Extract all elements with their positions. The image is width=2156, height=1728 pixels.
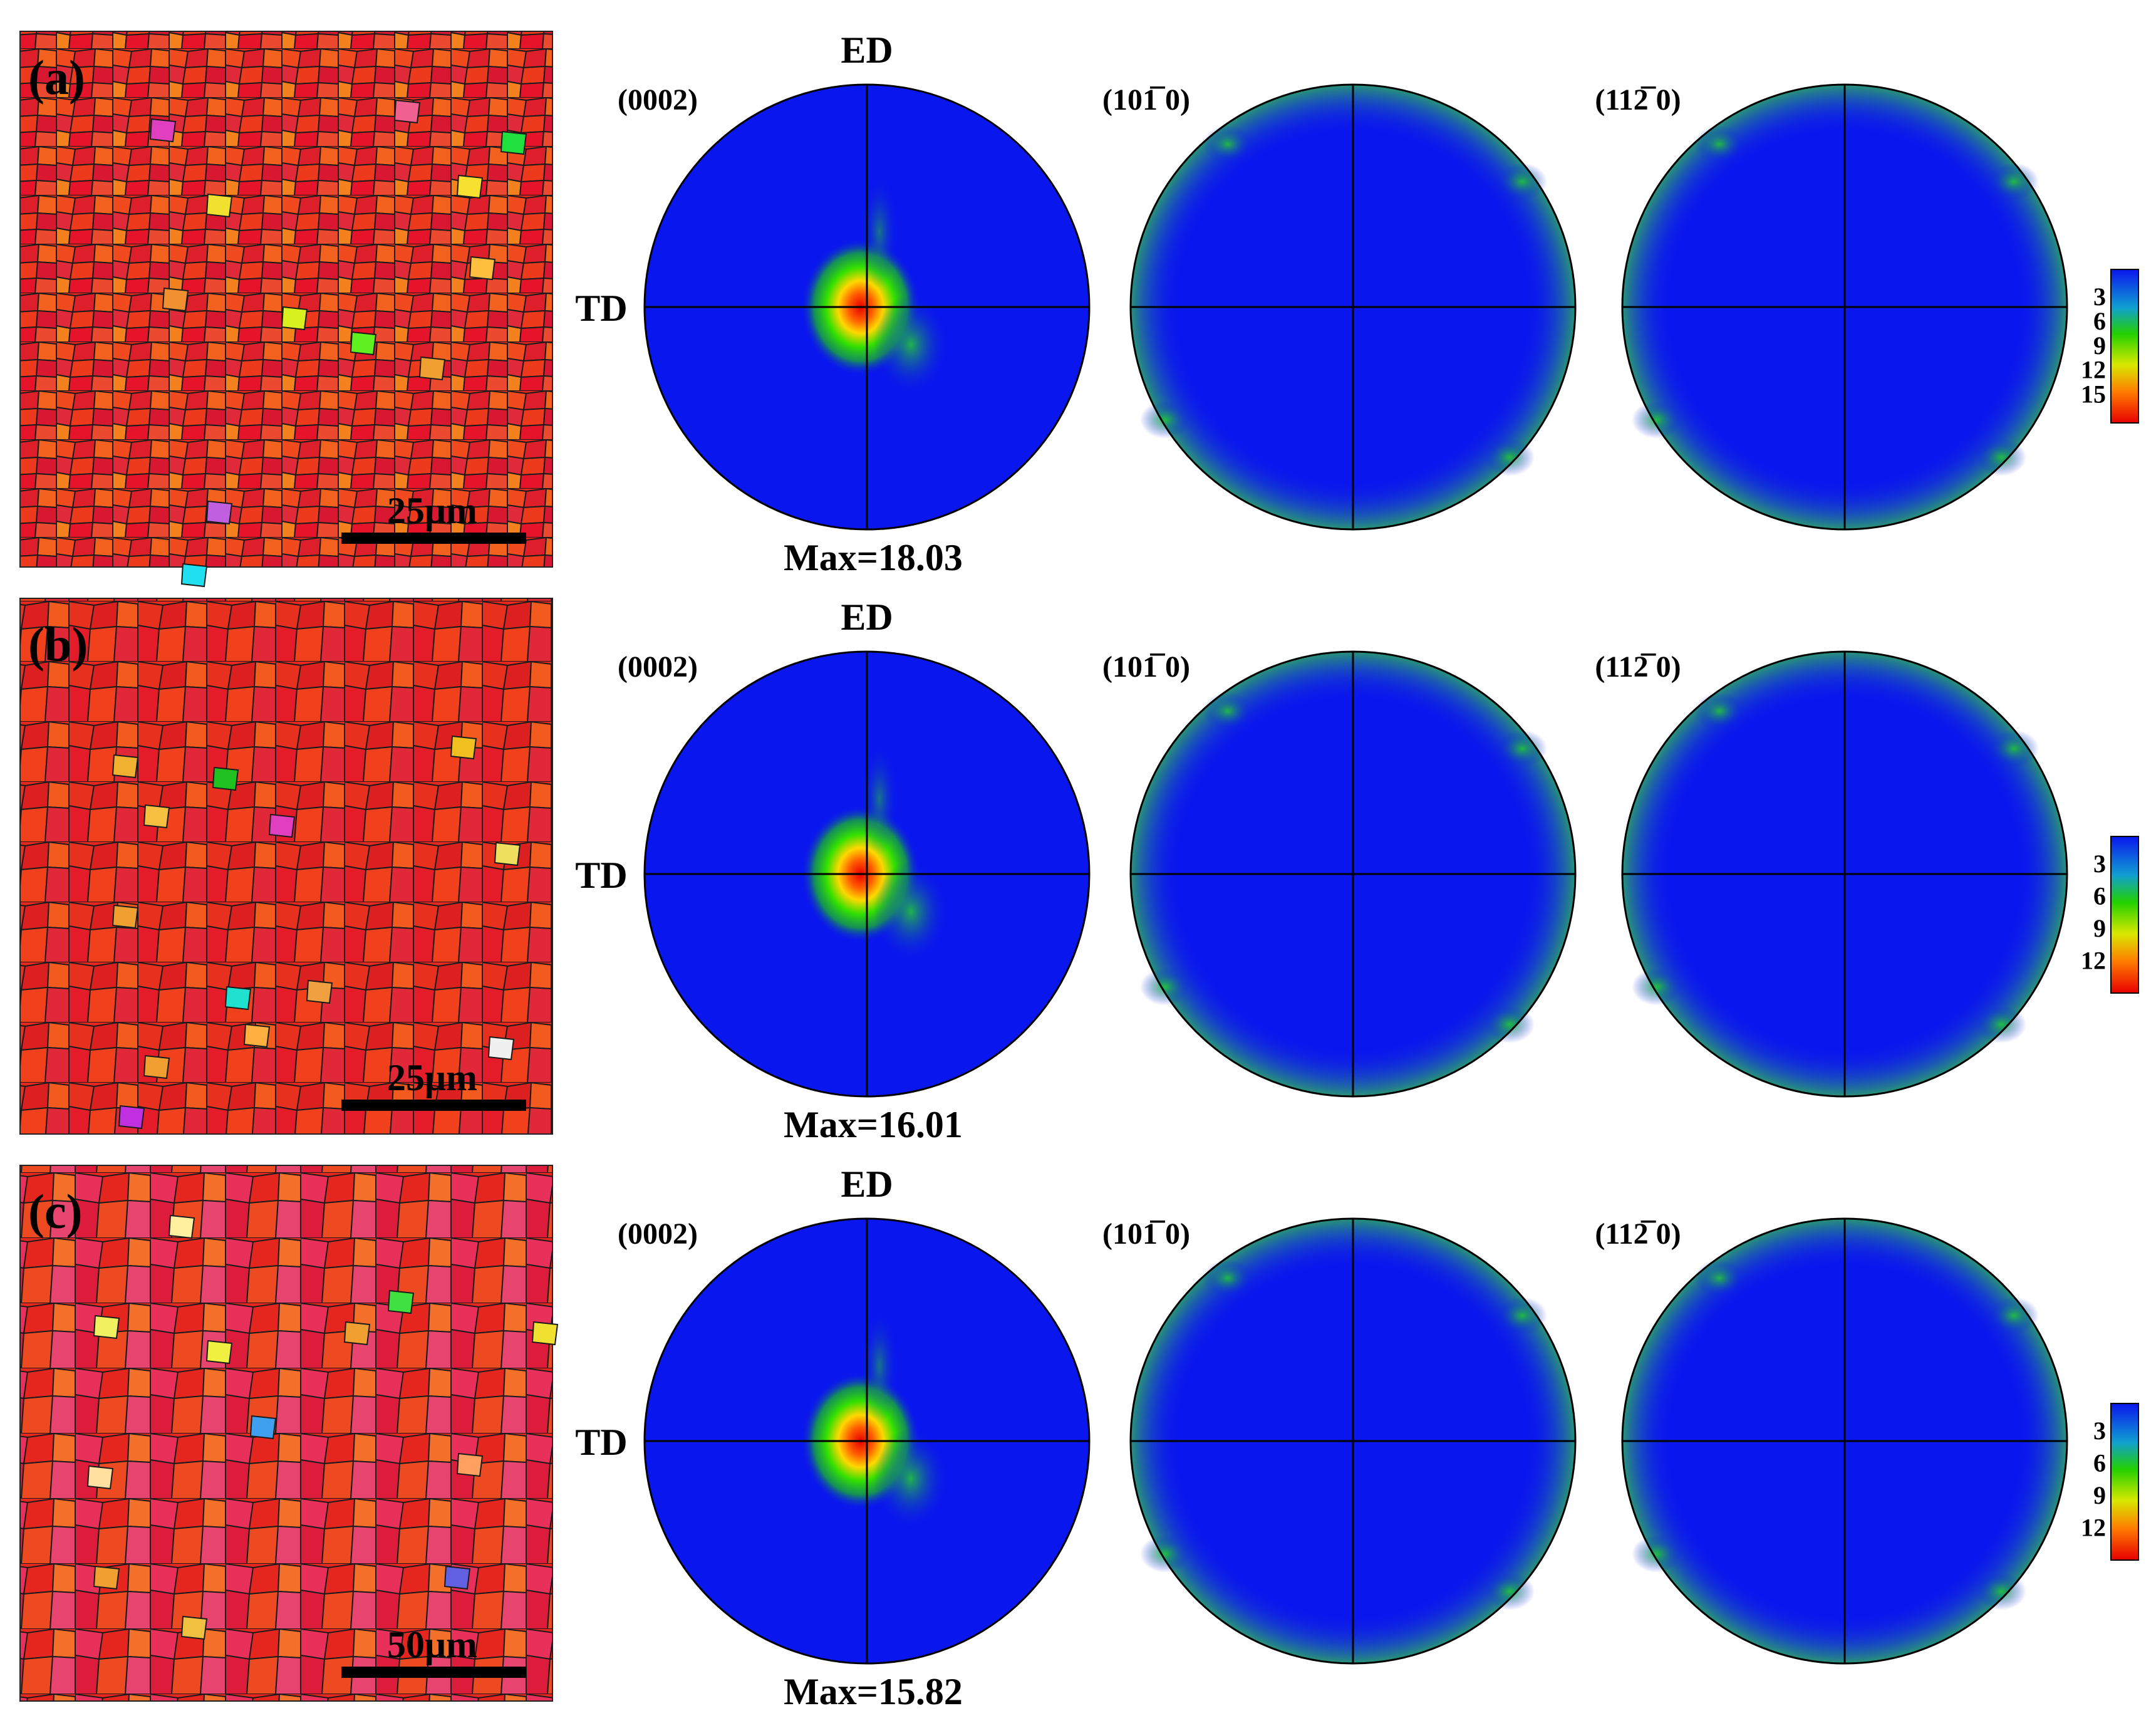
grain bbox=[143, 804, 170, 829]
scale-bar bbox=[341, 1100, 526, 1111]
colorbar: 3 6 9 12 bbox=[2081, 836, 2139, 994]
max-intensity-label: Max=18.03 bbox=[784, 537, 963, 578]
grain bbox=[494, 841, 521, 867]
pole-figure-11-20: (112̅ 0) bbox=[1595, 1217, 2068, 1665]
colorbar-tick: 9 bbox=[2093, 1481, 2106, 1509]
colorbar-tick: 3 bbox=[2093, 850, 2106, 878]
scale-bar bbox=[341, 1667, 526, 1678]
grain bbox=[212, 766, 239, 791]
pole-figure-title: (0002) bbox=[618, 1217, 698, 1251]
pole-figure-11-20: (112̅ 0) bbox=[1595, 83, 2068, 531]
colorbar-tick: 12 bbox=[2081, 356, 2106, 384]
grain bbox=[268, 813, 296, 838]
grain bbox=[249, 1415, 277, 1440]
axis-label-td: TD bbox=[575, 855, 627, 896]
colorbar-tick: 9 bbox=[2093, 914, 2106, 942]
scale-bar-label: 25μm bbox=[387, 490, 477, 531]
grain bbox=[111, 904, 139, 929]
scale-bar-label: 50μm bbox=[387, 1624, 477, 1665]
grain bbox=[387, 1289, 415, 1314]
pole-figure-title: (101̅ 0) bbox=[1102, 83, 1190, 117]
pole-figure-title: (112̅ 0) bbox=[1595, 650, 1681, 684]
grain bbox=[393, 99, 421, 124]
grain bbox=[418, 356, 446, 381]
colorbar: 3 6 9 12 bbox=[2081, 1403, 2139, 1561]
pole-figure-title: (101̅ 0) bbox=[1102, 650, 1190, 684]
grain bbox=[306, 979, 333, 1004]
colorbar-tick: 12 bbox=[2081, 1513, 2106, 1541]
grain bbox=[443, 1565, 471, 1590]
colorbar-tick: 6 bbox=[2093, 882, 2106, 910]
max-intensity-label: Max=15.82 bbox=[784, 1671, 963, 1712]
ebsd-orientation-map: (a) 25μm bbox=[19, 31, 553, 588]
figure-row-b: (b) 25μm (0002) (101̅ 0) (112̅ 0) ED TD Max=16.… bbox=[19, 596, 2139, 1145]
pole-figure-title: (0002) bbox=[618, 650, 698, 684]
pole-figure-11-20: (112̅ 0) bbox=[1595, 650, 2068, 1098]
grain bbox=[180, 563, 208, 588]
colorbar-tick: 6 bbox=[2093, 307, 2106, 335]
panel-label: (c) bbox=[28, 1184, 83, 1239]
pole-figure-title: (112̅ 0) bbox=[1595, 1217, 1681, 1251]
ebsd-orientation-map: (c) 50μm bbox=[19, 1165, 559, 1702]
grain bbox=[224, 986, 252, 1011]
grain bbox=[118, 1105, 145, 1130]
pole-figure-0002: (0002) bbox=[618, 650, 1091, 1098]
grain bbox=[205, 193, 233, 218]
grain bbox=[93, 1314, 120, 1340]
grain bbox=[205, 1340, 233, 1365]
grain bbox=[281, 306, 308, 331]
grain bbox=[180, 1615, 208, 1640]
axis-label-ed: ED bbox=[841, 596, 893, 638]
grain bbox=[149, 118, 177, 143]
pole-figure-0002: (0002) bbox=[618, 83, 1091, 531]
max-intensity-label: Max=16.01 bbox=[784, 1104, 963, 1145]
grain bbox=[205, 500, 233, 525]
pole-figure-title: (112̅ 0) bbox=[1595, 83, 1681, 117]
axis-label-ed: ED bbox=[841, 29, 893, 71]
grain bbox=[531, 1321, 559, 1346]
grain bbox=[500, 130, 527, 155]
pole-figure-10-10: (101̅ 0) bbox=[1102, 650, 1577, 1098]
grain bbox=[456, 174, 484, 199]
grain bbox=[143, 1054, 170, 1080]
colorbar-tick: 6 bbox=[2093, 1449, 2106, 1477]
pole-figure-10-10: (101̅ 0) bbox=[1102, 1217, 1577, 1665]
panel-label: (a) bbox=[28, 50, 85, 105]
grain bbox=[469, 256, 496, 281]
colorbar-tick: 3 bbox=[2093, 1417, 2106, 1445]
grain bbox=[111, 754, 139, 779]
grain bbox=[93, 1565, 120, 1590]
pole-figure-0002: (0002) bbox=[618, 1217, 1091, 1665]
colorbar-tick: 15 bbox=[2081, 380, 2106, 409]
pole-figure-title: (0002) bbox=[618, 83, 698, 117]
grain bbox=[86, 1465, 114, 1490]
scale-bar bbox=[341, 533, 526, 544]
grain bbox=[456, 1452, 484, 1477]
panel-label: (b) bbox=[28, 617, 88, 672]
pole-figure-title: (101̅ 0) bbox=[1102, 1217, 1190, 1251]
ebsd-orientation-map: (b) 25μm bbox=[19, 598, 553, 1135]
figure-row-a: (a) 25μm (0002) (101̅ 0) (112̅ 0) ED TD Max=18.… bbox=[19, 29, 2139, 588]
grain bbox=[450, 735, 477, 760]
grain bbox=[350, 331, 377, 356]
grain bbox=[487, 1036, 515, 1061]
axis-label-td: TD bbox=[575, 1422, 627, 1463]
pole-figure-10-10: (101̅ 0) bbox=[1102, 83, 1577, 531]
colorbar-tick: 12 bbox=[2081, 946, 2106, 974]
scale-bar-label: 25μm bbox=[387, 1057, 477, 1098]
axis-label-td: TD bbox=[575, 288, 627, 329]
grain bbox=[243, 1023, 271, 1048]
grain bbox=[162, 287, 189, 312]
colorbar-tick: 9 bbox=[2093, 331, 2106, 360]
grain bbox=[168, 1214, 195, 1239]
figure-row-c: (c) 50μm (0002) (101̅ 0) (112̅ 0) ED TD Max=15.… bbox=[19, 1163, 2139, 1712]
axis-label-ed: ED bbox=[841, 1163, 893, 1205]
colorbar-tick: 3 bbox=[2093, 283, 2106, 311]
grain bbox=[343, 1321, 371, 1346]
